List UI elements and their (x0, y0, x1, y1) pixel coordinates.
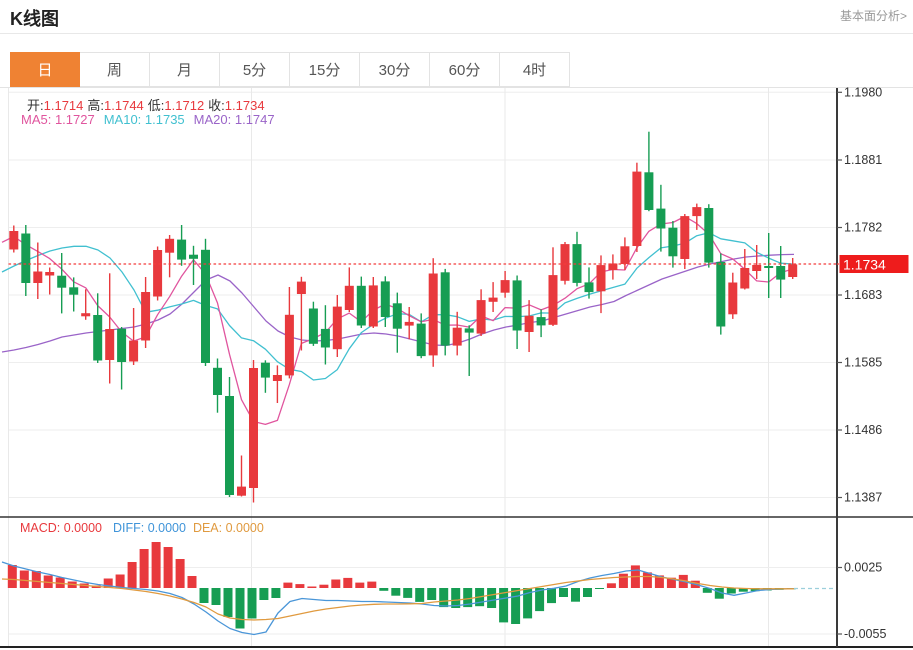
svg-text:-0.0055: -0.0055 (844, 627, 886, 641)
svg-text:1.1782: 1.1782 (844, 221, 882, 235)
svg-text:1.1734: 1.1734 (843, 257, 886, 273)
svg-text:1.1585: 1.1585 (844, 356, 882, 370)
svg-text:0.0025: 0.0025 (844, 561, 882, 575)
svg-text:1.1683: 1.1683 (844, 288, 882, 302)
svg-text:1.1387: 1.1387 (844, 491, 882, 505)
svg-text:1.1980: 1.1980 (844, 86, 882, 100)
svg-text:1.1881: 1.1881 (844, 153, 882, 167)
svg-text:1.1486: 1.1486 (844, 423, 882, 437)
